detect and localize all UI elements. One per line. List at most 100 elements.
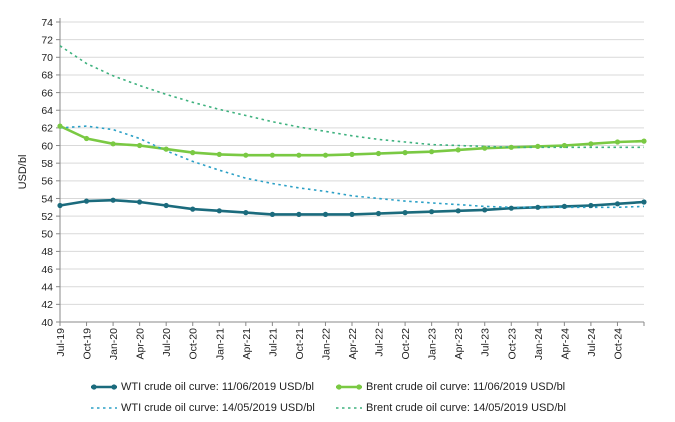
y-tick-label: 54 [41,193,53,205]
legend-swatch-wti-jun [91,383,117,390]
data-point-0 [190,206,196,212]
data-point-1 [641,138,647,144]
data-point-0 [296,211,302,217]
data-point-0 [429,209,435,215]
data-point-0 [455,208,461,214]
series-line-2 [59,125,645,209]
y-tick-label: 66 [41,87,53,99]
data-point-1 [482,145,488,151]
y-tick-label: 64 [41,105,53,117]
x-tick-label: Oct-23 [506,328,518,360]
y-tick-label: 60 [41,140,53,152]
series-lines [57,45,647,217]
data-point-1 [455,147,461,153]
chart-legend: WTI crude oil curve: 11/06/2019 USD/bl B… [90,376,650,418]
data-point-0 [402,210,408,216]
y-axis-ticks: 40 42 44 46 48 50 52 54 56 58 60 62 64 66 68 70 72 74 [41,17,60,329]
y-axis-label: USD/bl [17,155,29,190]
data-point-1 [137,142,143,149]
x-tick-label: Oct-19 [82,328,94,360]
legend-swatch-brent-may [336,406,362,409]
y-tick-label: 72 [41,34,53,46]
data-point-1 [535,143,541,149]
y-tick-label: 58 [41,158,53,170]
data-point-0 [269,211,275,217]
y-tick-label: 50 [41,229,53,241]
data-point-1 [614,139,621,145]
x-tick-label: Jan-24 [533,328,545,360]
x-tick-label: Apr-22 [347,328,359,360]
y-tick-label: 46 [41,264,53,276]
data-point-0 [83,198,90,204]
data-point-0 [588,202,594,209]
legend-item-wti-may: WTI crude oil curve: 14/05/2019 USD/bl [90,402,335,414]
y-tick-label: 56 [41,176,53,188]
legend-item-wti-jun: WTI crude oil curve: 11/06/2019 USD/bl [90,381,335,393]
y-tick-label: 74 [41,17,53,29]
x-tick-label: Oct-21 [294,328,306,360]
legend-label-wti-may: WTI crude oil curve: 14/05/2019 USD/bl [121,401,315,414]
x-tick-label: Jul-19 [55,328,67,357]
data-point-1 [269,152,275,158]
data-point-0 [57,202,63,209]
series-line-1 [59,124,645,157]
legend-item-brent-may: Brent crude oil curve: 14/05/2019 USD/bl [335,402,625,414]
x-tick-label: Jan-20 [108,328,120,360]
data-point-0 [508,205,514,211]
data-point-1 [402,150,408,156]
data-point-1 [110,141,116,147]
data-point-1 [83,135,90,142]
data-point-1 [216,151,222,157]
legend-label-wti-jun: WTI crude oil curve: 11/06/2019 USD/bl [121,380,314,393]
data-point-0 [561,203,568,209]
data-point-0 [216,208,222,214]
y-tick-label: 68 [41,70,53,82]
data-point-0 [641,199,647,205]
data-point-1 [588,141,594,147]
data-point-0 [535,204,541,210]
y-tick-label: 42 [41,299,53,311]
series-line-3 [59,45,644,149]
y-tick-label: 70 [41,52,53,64]
legend-swatch-brent-jun [336,383,362,390]
data-point-1 [375,150,382,157]
x-tick-label: Apr-21 [241,328,253,360]
data-point-0 [322,211,329,217]
y-tick-label: 44 [41,282,53,294]
x-tick-label: Jan-21 [214,328,226,360]
x-tick-label: Jul-21 [267,328,279,357]
data-point-1 [322,152,329,158]
data-point-0 [375,210,382,217]
data-point-1 [190,150,196,156]
legend-label-brent-jun: Brent crude oil curve: 11/06/2019 USD/bl [366,380,566,393]
x-tick-label: Oct-20 [188,328,200,360]
data-point-0 [163,202,169,209]
data-point-0 [137,199,143,205]
data-point-1 [57,123,63,129]
x-axis-ticks: Jul-19 Oct-19 Jan-20 Apr-20 Jul-20 Oct-20 Jan-… [55,322,645,360]
data-point-0 [614,201,621,207]
data-point-1 [508,144,514,150]
x-tick-label: Jul-22 [374,328,386,357]
data-point-0 [243,210,249,216]
y-tick-label: 48 [41,246,53,258]
data-point-1 [163,146,169,152]
axes [59,18,644,323]
data-point-1 [243,152,249,158]
y-tick-label: 62 [41,123,53,135]
data-point-1 [349,151,355,157]
data-point-0 [110,197,116,203]
x-tick-label: Apr-24 [559,328,571,360]
data-point-0 [482,207,488,213]
legend-swatch-wti-may [91,406,117,409]
x-tick-label: Jan-22 [320,328,332,360]
x-tick-label: Apr-23 [453,328,465,360]
data-point-0 [349,211,355,217]
y-tick-label: 52 [41,211,53,223]
x-tick-label: Jul-24 [586,328,598,357]
data-point-1 [561,142,568,149]
x-tick-label: Oct-24 [612,328,624,360]
data-point-1 [429,149,435,155]
x-tick-label: Jul-20 [161,328,173,357]
